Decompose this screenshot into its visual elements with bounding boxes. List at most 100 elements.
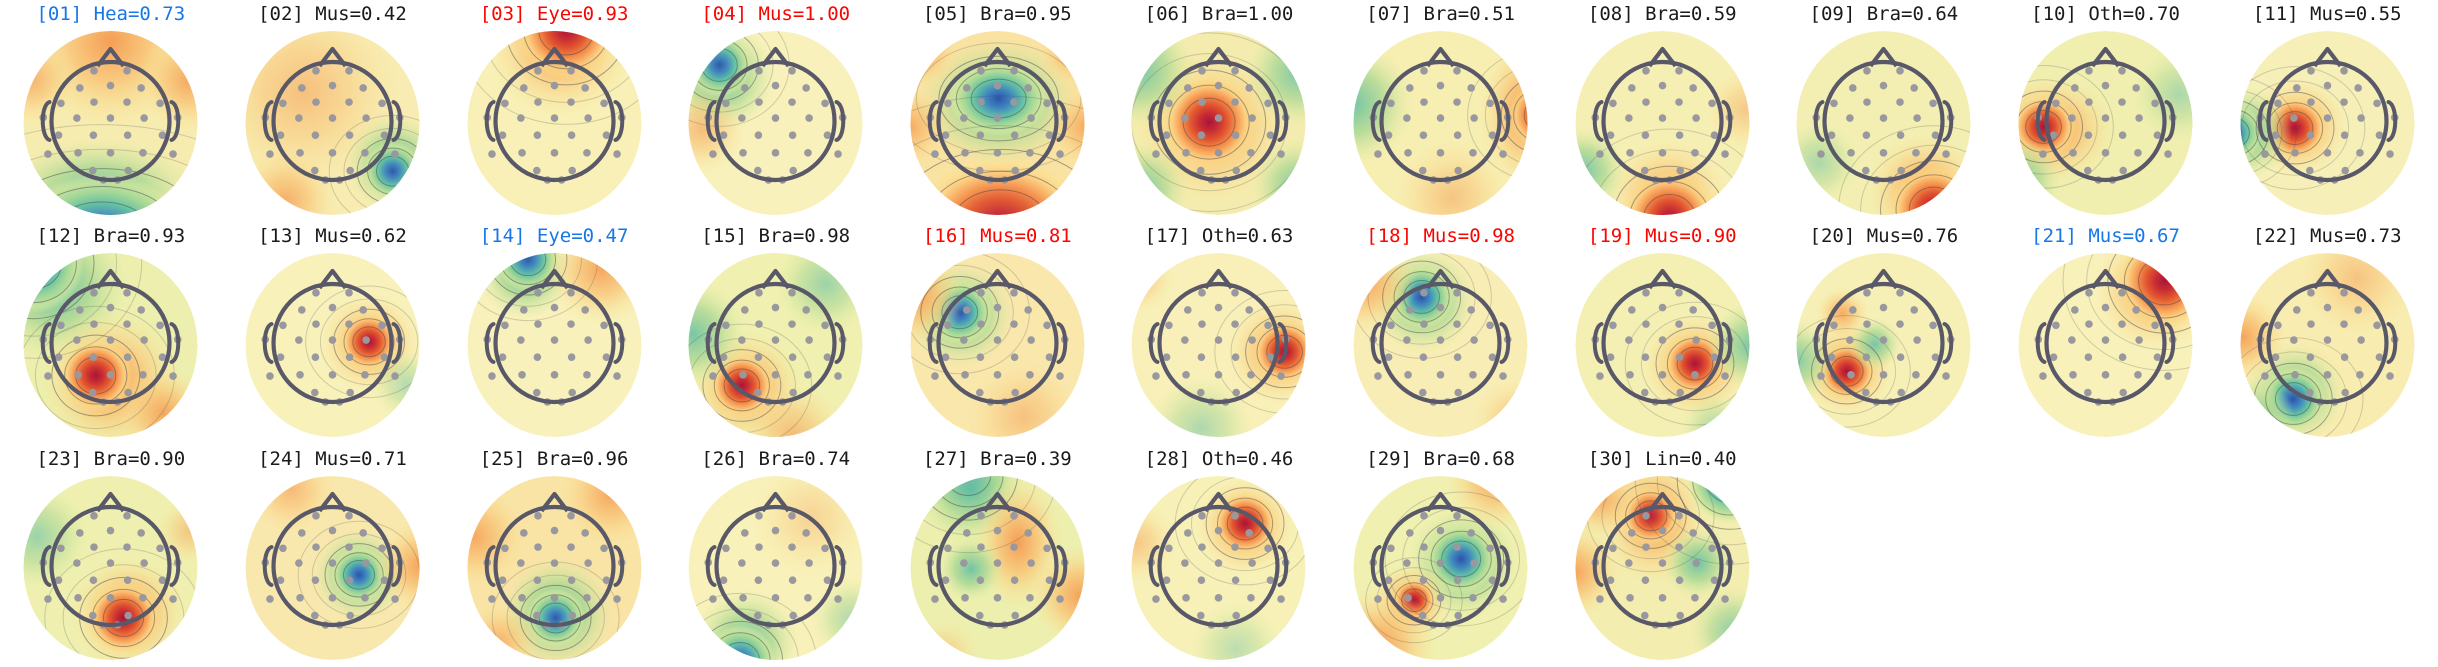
topomap-06[interactable] bbox=[1108, 26, 1329, 222]
left-ear-icon bbox=[262, 545, 274, 587]
topomap-14[interactable] bbox=[444, 248, 665, 444]
topomap-blob-hot bbox=[87, 581, 161, 655]
component-cell-22[interactable]: [22] Mus=0.73 bbox=[2216, 222, 2438, 445]
topomap-25[interactable] bbox=[444, 471, 665, 667]
electrode-dot bbox=[1025, 594, 1034, 602]
component-cell-30[interactable]: [30] Lin=0.40 bbox=[1551, 445, 1773, 667]
topomap-11[interactable] bbox=[2217, 26, 2438, 222]
electrode-dot bbox=[312, 289, 320, 297]
component-cell-03[interactable]: [03] Eye=0.93 bbox=[443, 0, 665, 222]
component-cell-02[interactable]: [02] Mus=0.42 bbox=[222, 0, 444, 222]
electrode-dot bbox=[1024, 84, 1032, 92]
topomap-09[interactable] bbox=[1773, 26, 1994, 222]
topomap-13[interactable] bbox=[222, 248, 443, 444]
electrode-dot bbox=[296, 594, 304, 602]
electrode-dot bbox=[1231, 289, 1240, 297]
component-cell-19[interactable]: [19] Mus=0.90 bbox=[1551, 222, 1773, 445]
topomap-03[interactable] bbox=[444, 26, 665, 222]
component-cell-18[interactable]: [18] Mus=0.98 bbox=[1330, 222, 1552, 445]
component-title: [06] Bra=1.00 bbox=[1144, 3, 1294, 25]
electrode-dot bbox=[789, 131, 797, 139]
component-cell-16[interactable]: [16] Mus=0.81 bbox=[887, 222, 1109, 445]
component-cell-27[interactable]: [27] Bra=0.39 bbox=[887, 445, 1109, 667]
topomap-12[interactable] bbox=[0, 248, 221, 444]
component-cell-25[interactable]: [25] Bra=0.96 bbox=[443, 445, 665, 667]
electrode-dot bbox=[1658, 81, 1667, 90]
component-cell-11[interactable]: [11] Mus=0.55 bbox=[2216, 0, 2438, 222]
topomap-15[interactable] bbox=[665, 248, 886, 444]
component-cell-26[interactable]: [26] Bra=0.74 bbox=[665, 445, 887, 667]
topomap-30[interactable] bbox=[1552, 471, 1773, 667]
electrode-dot bbox=[1165, 99, 1174, 108]
topomap-20[interactable] bbox=[1773, 248, 1994, 444]
component-cell-24[interactable]: [24] Mus=0.71 bbox=[222, 445, 444, 667]
electrode-dot bbox=[1862, 166, 1870, 175]
component-cell-10[interactable]: [10] Oth=0.70 bbox=[1995, 0, 2217, 222]
component-title: [14] Eye=0.47 bbox=[479, 225, 629, 247]
component-cell-13[interactable]: [13] Mus=0.62 bbox=[222, 222, 444, 445]
electrode-dot bbox=[1215, 81, 1223, 90]
topomap-26[interactable] bbox=[665, 471, 886, 667]
topomap-23[interactable] bbox=[0, 471, 221, 667]
electrode-dot bbox=[1043, 99, 1051, 108]
component-cell-29[interactable]: [29] Bra=0.68 bbox=[1330, 445, 1552, 667]
topomap-29[interactable] bbox=[1330, 471, 1551, 667]
contour-line bbox=[2240, 117, 2250, 149]
contour-line bbox=[1880, 160, 1971, 215]
component-cell-21[interactable]: [21] Mus=0.67 bbox=[1995, 222, 2217, 445]
component-cell-15[interactable]: [15] Bra=0.98 bbox=[665, 222, 887, 445]
component-cell-14[interactable]: [14] Eye=0.47 bbox=[443, 222, 665, 445]
electrode-dot bbox=[55, 576, 63, 584]
topomap-22[interactable] bbox=[2217, 248, 2438, 444]
component-cell-04[interactable]: [04] Mus=1.00 bbox=[665, 0, 887, 222]
topomap-02[interactable] bbox=[222, 26, 443, 222]
topomap-08[interactable] bbox=[1552, 26, 1773, 222]
electrode-dot bbox=[137, 306, 146, 314]
electrode-dot bbox=[1896, 320, 1905, 328]
electrode-dot bbox=[2101, 336, 2110, 344]
topomap-07[interactable] bbox=[1330, 26, 1551, 222]
topomap-24[interactable] bbox=[222, 471, 443, 667]
topomap-21[interactable] bbox=[1995, 248, 2216, 444]
right-ear-icon bbox=[1277, 100, 1289, 142]
topomap-10[interactable] bbox=[1995, 26, 2216, 222]
component-cell-17[interactable]: [17] Oth=0.63 bbox=[1108, 222, 1330, 445]
component-cell-01[interactable]: [01] Hea=0.73 bbox=[0, 0, 222, 222]
component-cell-06[interactable]: [06] Bra=1.00 bbox=[1108, 0, 1330, 222]
left-ear-icon bbox=[927, 100, 939, 142]
topomap-01[interactable] bbox=[0, 26, 221, 222]
electrode-dot bbox=[2071, 306, 2079, 314]
contour-line bbox=[311, 533, 407, 617]
electrode-dot bbox=[57, 544, 66, 553]
contour-line bbox=[1676, 476, 1750, 530]
electrode-dot bbox=[962, 529, 971, 537]
topomap-04[interactable] bbox=[665, 26, 886, 222]
topomap-05[interactable] bbox=[887, 26, 1108, 222]
topomap-16[interactable] bbox=[887, 248, 1108, 444]
component-cell-12[interactable]: [12] Bra=0.93 bbox=[0, 222, 222, 445]
component-cell-05[interactable]: [05] Bra=0.95 bbox=[887, 0, 1109, 222]
component-cell-20[interactable]: [20] Mus=0.76 bbox=[1773, 222, 1995, 445]
electrode-dot bbox=[312, 320, 320, 328]
component-cell-28[interactable]: [28] Oth=0.46 bbox=[1108, 445, 1330, 667]
component-cell-23[interactable]: [23] Bra=0.90 bbox=[0, 445, 222, 667]
component-cell-07[interactable]: [07] Bra=0.51 bbox=[1330, 0, 1552, 222]
electrode-dot bbox=[2306, 98, 2315, 106]
electrode-dot bbox=[1420, 320, 1428, 328]
topomap-18[interactable] bbox=[1330, 248, 1551, 444]
electrode-dot bbox=[1024, 529, 1032, 537]
right-ear-icon bbox=[2386, 100, 2397, 142]
electrode-dot bbox=[1374, 372, 1382, 380]
electrode-dot bbox=[1215, 149, 1223, 157]
component-cell-09[interactable]: [09] Bra=0.64 bbox=[1773, 0, 1995, 222]
electrode-dot bbox=[1828, 353, 1836, 361]
topomap-19[interactable] bbox=[1552, 248, 1773, 444]
electrode-dot bbox=[1453, 576, 1462, 584]
topomap-28[interactable] bbox=[1108, 471, 1329, 667]
component-cell-08[interactable]: [08] Bra=0.59 bbox=[1551, 0, 1773, 222]
electrode-dot bbox=[532, 166, 541, 175]
topomap-27[interactable] bbox=[887, 471, 1108, 667]
topomap-17[interactable] bbox=[1108, 248, 1329, 444]
contour-line bbox=[1206, 487, 1285, 560]
electrode-dot bbox=[1436, 149, 1445, 157]
